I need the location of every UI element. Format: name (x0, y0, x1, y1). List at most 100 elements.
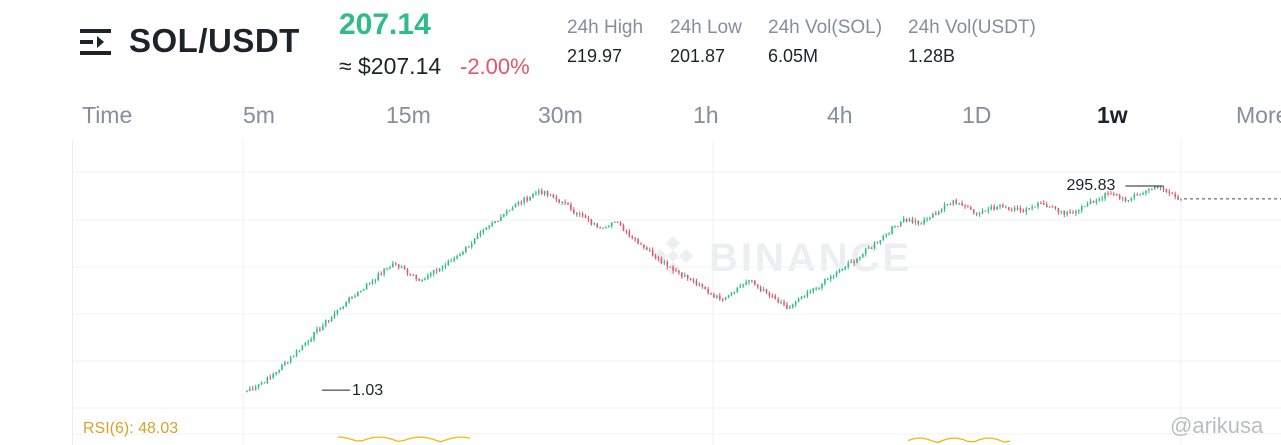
candlestick (771, 293, 774, 299)
candlestick (260, 381, 263, 386)
candlestick (570, 202, 572, 212)
candlestick (1083, 205, 1086, 208)
candlestick (403, 265, 406, 270)
candlestick (1078, 209, 1080, 215)
candlestick (835, 270, 838, 278)
candlestick (829, 274, 832, 282)
candlestick (1162, 186, 1165, 192)
candlestick (418, 278, 420, 281)
candlestick (990, 204, 993, 211)
stat-value: 1.28B (908, 46, 956, 66)
candlestick (1139, 193, 1141, 196)
candlestick (438, 268, 441, 273)
candlestick (797, 297, 800, 303)
tab-4h[interactable]: 4h (827, 102, 853, 128)
stat-value: 201.87 (670, 46, 726, 66)
candlestick (587, 215, 590, 223)
candlestick (777, 297, 779, 304)
candlestick (342, 306, 345, 310)
candlestick (616, 221, 619, 223)
candlestick (1089, 198, 1092, 205)
candlestick (736, 287, 739, 293)
candlestick (284, 360, 286, 367)
candlestick (791, 303, 794, 309)
candlestick (1051, 205, 1054, 208)
candlestick (695, 278, 698, 287)
candlestick (543, 190, 546, 197)
candlestick (622, 223, 625, 232)
candlestick (605, 226, 607, 229)
candlestick (1057, 207, 1060, 215)
candlestick (885, 233, 887, 239)
candlestick (491, 220, 493, 228)
candlestick (821, 283, 823, 291)
candlestick (514, 202, 517, 208)
candlestick (701, 283, 704, 289)
candlestick (902, 216, 905, 224)
candlestick (637, 237, 639, 245)
watermark: BINANCE (709, 236, 913, 280)
stat-label: 24h Low (670, 17, 742, 38)
candlestick (298, 350, 301, 353)
candlestick (322, 323, 324, 331)
kline-chart[interactable]: BINANCE 295.83 1.03 RSI(6): 48.03 @ariku… (72, 140, 1281, 445)
menu-icon[interactable] (80, 26, 112, 58)
candlestick (943, 202, 946, 213)
candlestick (1104, 192, 1106, 201)
candlestick (526, 195, 528, 203)
candlestick (1019, 205, 1022, 214)
candlestick (354, 293, 356, 298)
candlestick (313, 331, 315, 342)
candlestick (1022, 208, 1025, 213)
candlestick (745, 279, 747, 286)
tab-1h[interactable]: 1h (693, 102, 719, 128)
candlestick (1075, 209, 1077, 217)
candlestick (809, 289, 812, 294)
tab-15m[interactable]: 15m (386, 102, 431, 128)
candlestick (251, 386, 254, 391)
candlestick (351, 295, 353, 300)
candlestick (450, 258, 453, 262)
tab-more[interactable]: More (1236, 102, 1281, 128)
candlestick (465, 246, 467, 254)
candlestick (1159, 186, 1162, 191)
candlestick (815, 286, 817, 291)
candlestick (681, 271, 683, 279)
tab-5m[interactable]: 5m (243, 102, 275, 128)
candlestick (473, 237, 476, 245)
candlestick (292, 355, 295, 358)
candlestick (608, 224, 610, 228)
candlestick (435, 267, 438, 275)
candlestick (304, 341, 307, 347)
candlestick (748, 279, 750, 285)
tab-30m[interactable]: 30m (538, 102, 583, 128)
fiat-price: ≈ $207.14 (339, 53, 442, 79)
candlestick (1165, 188, 1168, 194)
candlestick (625, 229, 628, 235)
candlestick (949, 202, 952, 206)
candlestick (1045, 201, 1048, 208)
candlestick (812, 287, 815, 294)
candlestick (774, 293, 777, 300)
candlestick (254, 384, 257, 391)
tab-time[interactable]: Time (82, 102, 133, 128)
candlestick (1148, 188, 1150, 194)
candlestick (511, 206, 514, 211)
candlestick (911, 216, 914, 224)
candlestick (824, 278, 826, 286)
candlestick (657, 255, 660, 262)
candlestick (920, 221, 923, 225)
candlestick (257, 384, 260, 390)
candlestick (818, 286, 820, 290)
candlestick (762, 286, 765, 292)
tab-1w[interactable]: 1w (1097, 102, 1128, 128)
candlestick (1048, 206, 1051, 208)
candlestick (581, 211, 584, 218)
candlestick (1177, 194, 1179, 201)
candlestick (459, 252, 461, 257)
tab-1d[interactable]: 1D (962, 102, 992, 128)
candlestick (975, 212, 978, 217)
candlestick (984, 210, 987, 212)
candlestick (301, 345, 304, 351)
pair-title[interactable]: SOL/USDT (129, 22, 300, 59)
